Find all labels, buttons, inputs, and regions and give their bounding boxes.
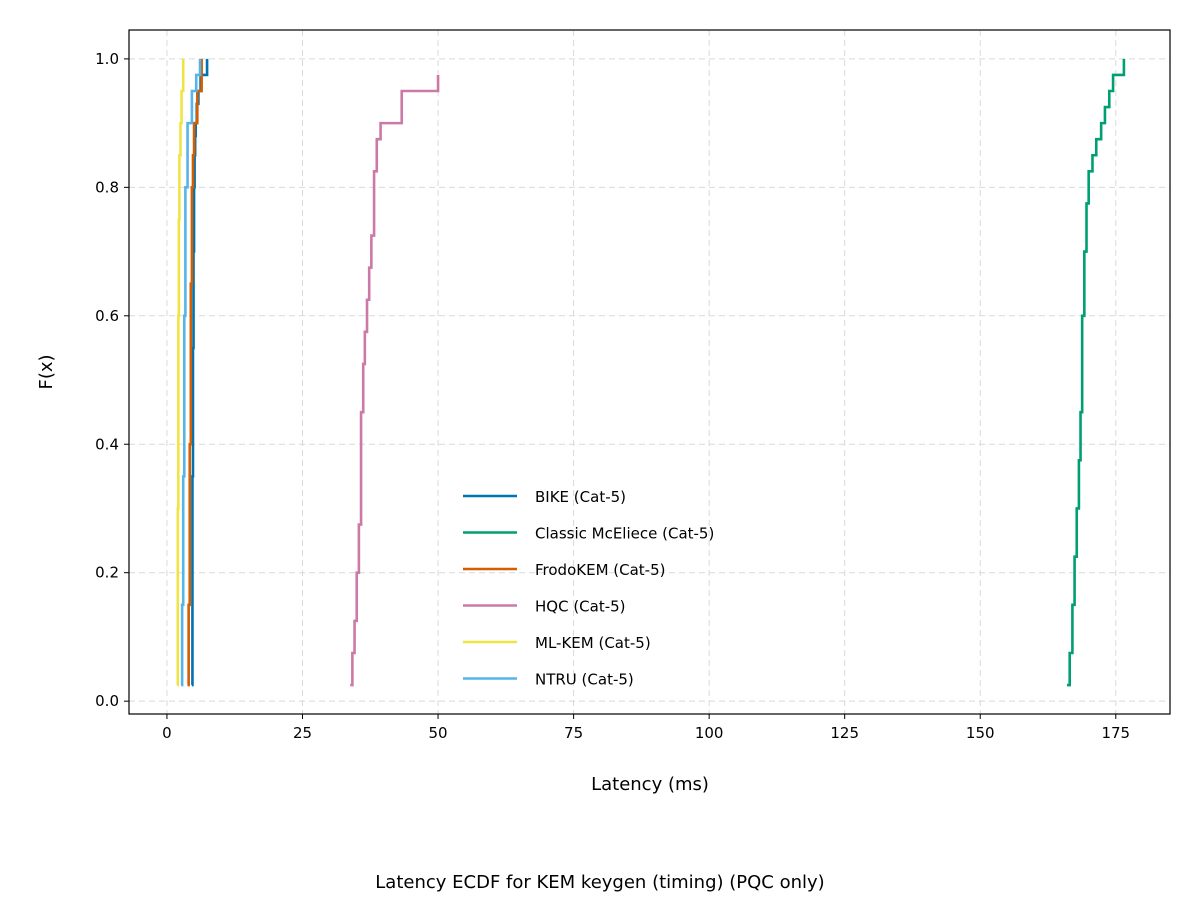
series-line-3 xyxy=(187,58,203,687)
series-line-6 xyxy=(180,58,202,687)
y-tick-label: 0.8 xyxy=(95,178,119,196)
legend-label: HQC (Cat-5) xyxy=(535,598,626,616)
series-line-4 xyxy=(350,74,440,687)
legend: BIKE (Cat-5) Classic McEliece (Cat-5) Frod… xyxy=(463,488,714,689)
y-axis-label: F(x) xyxy=(36,354,57,389)
y-tick-label: 0.0 xyxy=(95,692,119,710)
x-tick-label: 0 xyxy=(162,724,172,742)
y-tick-label: 1.0 xyxy=(95,50,119,68)
x-tick-label: 25 xyxy=(293,724,312,742)
y-tick-label: 0.4 xyxy=(95,435,119,453)
y-axis-ticks: 0.0 0.2 0.4 0.6 0.8 1.0 xyxy=(95,50,129,710)
x-tick-label: 125 xyxy=(830,724,859,742)
legend-label: FrodoKEM (Cat-5) xyxy=(535,561,665,579)
y-tick-label: 0.2 xyxy=(95,564,119,582)
x-tick-label: 175 xyxy=(1101,724,1130,742)
series-line-2 xyxy=(1066,58,1126,687)
figure-caption: Latency ECDF for KEM keygen (timing) (PQ… xyxy=(375,872,824,893)
x-tick-label: 100 xyxy=(695,724,724,742)
legend-label: NTRU (Cat-5) xyxy=(535,671,634,689)
legend-label: BIKE (Cat-5) xyxy=(535,488,626,506)
plot-frame xyxy=(128,29,1171,715)
series-line-5 xyxy=(176,58,185,687)
x-tick-label: 150 xyxy=(966,724,995,742)
series-lines xyxy=(176,58,1126,687)
x-tick-label: 75 xyxy=(564,724,583,742)
legend-label: Classic McEliece (Cat-5) xyxy=(535,525,714,543)
y-tick-label: 0.6 xyxy=(95,307,119,325)
x-tick-label: 50 xyxy=(429,724,448,742)
grid-lines xyxy=(129,30,1170,714)
x-axis-label: Latency (ms) xyxy=(591,774,709,795)
x-axis-ticks: 0 25 50 75 100 125 150 175 xyxy=(162,714,1130,742)
legend-label: ML-KEM (Cat-5) xyxy=(535,634,651,652)
